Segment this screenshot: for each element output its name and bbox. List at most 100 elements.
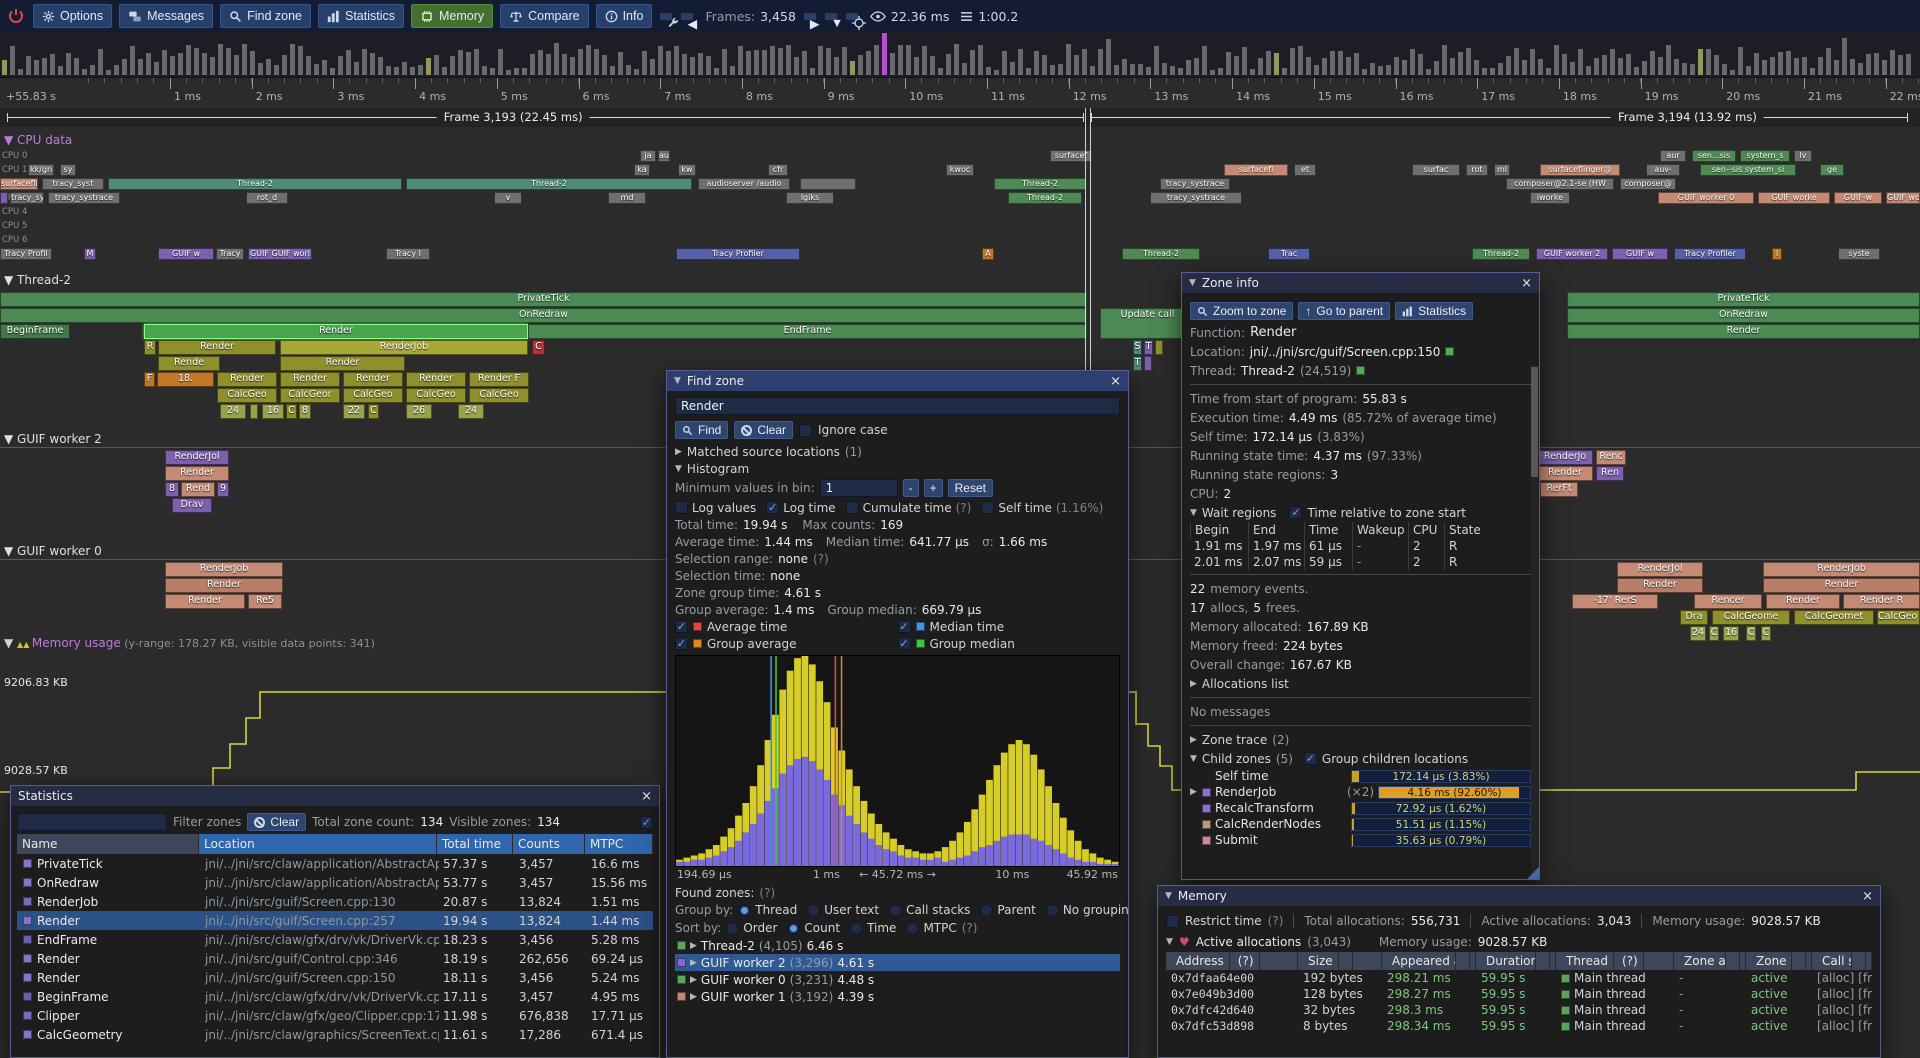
increment-button[interactable]: + — [924, 479, 943, 497]
filter-zones-input[interactable] — [17, 813, 167, 831]
zone[interactable]: kw — [678, 164, 696, 176]
column-header[interactable]: Total time — [437, 834, 513, 854]
table-row[interactable]: CalcGeometry jni/../jni/src/claw/graphic… — [17, 1025, 653, 1044]
memory-button[interactable]: Memory — [411, 4, 493, 28]
clear-filter-button[interactable]: Clear — [247, 813, 306, 831]
zone[interactable]: lgiks — [786, 192, 834, 204]
min-bin-input[interactable] — [820, 479, 898, 497]
child-zone-row[interactable]: Submit 35.63 µs (0.79%) — [1190, 832, 1531, 848]
log-values-checkbox[interactable] — [675, 501, 688, 514]
restrict-time-checkbox[interactable] — [1166, 915, 1179, 928]
zone[interactable]: CalcGeo — [469, 388, 529, 403]
zone[interactable]: RenderJo — [1537, 450, 1593, 465]
histogram-plot[interactable] — [675, 655, 1120, 867]
zone[interactable]: BeginFrame — [0, 324, 70, 339]
zone[interactable]: surfac — [1412, 164, 1460, 176]
zone[interactable]: C — [1746, 626, 1756, 641]
legend-checkbox[interactable] — [898, 637, 911, 650]
expand-triangle-icon[interactable]: ▶ — [1190, 735, 1197, 745]
group-by-radio[interactable]: User text — [807, 903, 879, 917]
zone[interactable]: CalcGeomet — [1794, 610, 1874, 625]
zone[interactable]: rot — [1466, 164, 1488, 176]
zone[interactable]: tracy_sy — [10, 192, 44, 204]
collapse-triangle-icon[interactable]: ▼ — [1190, 754, 1197, 764]
zoom-to-zone-button[interactable]: Zoom to zone — [1190, 302, 1293, 320]
close-icon[interactable]: × — [1521, 277, 1532, 290]
zone[interactable]: Render — [343, 372, 403, 387]
zone[interactable]: surfacefli — [0, 178, 38, 190]
expand-triangle-icon[interactable]: ▶ — [675, 447, 682, 457]
zone[interactable]: auv- — [1646, 164, 1680, 176]
zone[interactable]: Render R — [1843, 594, 1920, 609]
zone[interactable]: RenderJol — [165, 450, 229, 465]
column-header[interactable]: Counts — [513, 834, 585, 854]
sort-by-radio[interactable]: Time — [850, 921, 896, 935]
thread-section-label[interactable]: ▼ Thread-2 — [4, 273, 71, 287]
list-item[interactable]: ▶ Thread-2 (4,105) 6.46 s — [675, 937, 1120, 954]
table-row[interactable]: PrivateTick jni/../jni/src/claw/applicat… — [17, 854, 653, 873]
zone[interactable]: kk/gn — [28, 164, 54, 176]
zone[interactable]: GUIF worke — [1758, 192, 1830, 204]
sort-by-radio[interactable]: Count — [787, 921, 840, 935]
child-zone-row[interactable]: CalcRenderNodes 51.51 µs (1.15%) — [1190, 816, 1531, 832]
zone[interactable]: ka — [634, 164, 650, 176]
frame-dropdown-button[interactable]: ▼ — [824, 12, 838, 21]
zone[interactable]: cfr — [768, 164, 788, 176]
zone[interactable]: Render — [165, 594, 245, 609]
zone[interactable]: CalcGeo — [217, 388, 277, 403]
zone[interactable]: Tracy — [216, 248, 244, 260]
legend-checkbox[interactable] — [675, 620, 688, 633]
zone[interactable]: GUIF worker 2 — [1536, 248, 1608, 260]
zone[interactable]: GUIF-w — [1834, 192, 1882, 204]
next-frame-button[interactable]: ▶ — [803, 12, 817, 21]
zone[interactable]: ja — [640, 150, 656, 162]
zone[interactable]: RerFt — [1540, 482, 1578, 497]
zone[interactable]: Rencer — [1694, 594, 1762, 609]
go-to-parent-button[interactable]: ↑Go to parent — [1298, 302, 1390, 320]
group-by-radio[interactable]: Thread — [738, 903, 797, 917]
zone[interactable]: 16 — [1723, 626, 1739, 641]
decrement-button[interactable]: - — [903, 479, 919, 497]
group-children-checkbox[interactable] — [1304, 752, 1317, 765]
zone[interactable]: RenderJob — [165, 562, 283, 577]
close-icon[interactable]: × — [641, 790, 652, 803]
sort-by-radio[interactable]: MTPC — [906, 921, 956, 935]
zone[interactable]: 24 — [458, 404, 484, 419]
scrollbar[interactable] — [1531, 365, 1538, 875]
child-zone-row[interactable]: ▶ RenderJob (×2) 4.16 ms (92.60%) — [1190, 784, 1531, 800]
zone[interactable]: Render F — [469, 372, 529, 387]
zone[interactable]: Re5 — [248, 594, 282, 609]
zone[interactable]: Renc — [1596, 450, 1626, 465]
alloc-callstack-link[interactable]: [alloc] — [1817, 1003, 1854, 1017]
zone[interactable]: 26 — [406, 404, 432, 419]
reset-button[interactable]: Reset — [948, 479, 993, 497]
collapse-triangle-icon[interactable]: ▼ — [675, 464, 682, 474]
child-zone-row[interactable]: Self time 172.14 µs (3.83%) — [1190, 768, 1531, 784]
zone[interactable]: Render — [1766, 594, 1840, 609]
zone[interactable]: M — [84, 248, 96, 260]
zone[interactable]: OnRedraw — [1567, 308, 1920, 323]
zone[interactable]: et — [1294, 164, 1316, 176]
zone[interactable]: RenderJob — [280, 340, 528, 355]
legend-checkbox[interactable] — [675, 637, 688, 650]
zone[interactable]: Render — [1617, 578, 1703, 593]
find-zone-window-titlebar[interactable]: ▼ Find zone × — [667, 371, 1128, 391]
table-row[interactable]: 0x7e049b3d00 128 bytes 298.27 ms 59.95 s… — [1166, 986, 1872, 1002]
zone[interactable]: sy — [60, 164, 76, 176]
group-by-radio[interactable]: No grouping — [1046, 903, 1129, 917]
alloc-callstack-link[interactable]: [alloc] — [1817, 1019, 1854, 1033]
zone[interactable]: au — [658, 150, 670, 162]
zone[interactable]: Render — [1567, 324, 1920, 339]
collapse-triangle-icon[interactable]: ▼ — [1166, 937, 1173, 947]
zone[interactable]: OnRedraw — [0, 308, 1087, 323]
zone[interactable]: CalcGeor — [280, 388, 340, 403]
zone[interactable]: 24 — [1690, 626, 1706, 641]
zone[interactable]: C — [1709, 626, 1719, 641]
table-row[interactable]: Clipper jni/../jni/src/claw/gfx/geo/Clip… — [17, 1006, 653, 1025]
zone[interactable]: surfacefl — [1224, 164, 1288, 176]
zone[interactable]: EndFrame — [528, 324, 1087, 339]
zone[interactable]: Thread-2 — [108, 178, 402, 190]
zone[interactable]: Dra — [1680, 610, 1708, 625]
